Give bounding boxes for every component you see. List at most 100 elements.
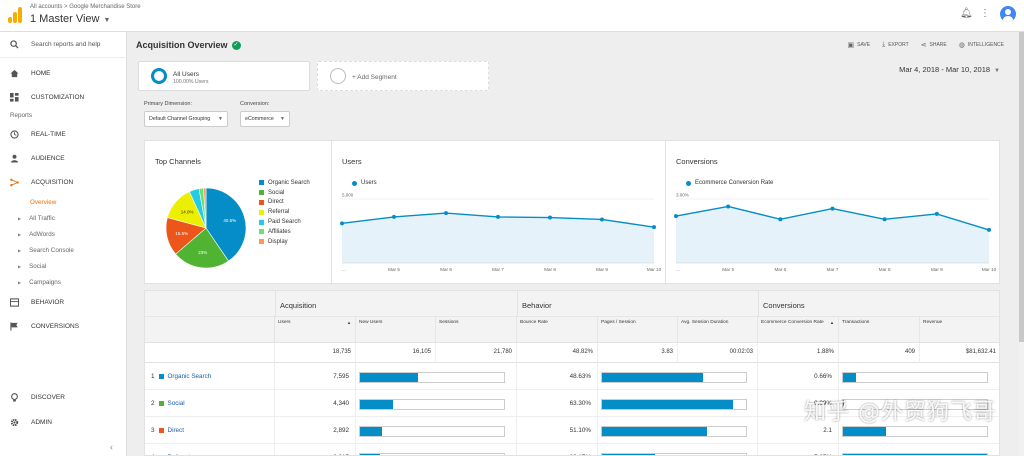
- sidebar-item-discover[interactable]: DISCOVER: [0, 386, 127, 408]
- legend-item-affiliates[interactable]: Affiliates: [259, 227, 310, 237]
- column-header-bounce-rate[interactable]: Bounce Rate: [517, 317, 598, 343]
- account-breadcrumb[interactable]: All accounts > Google Merchandise Store: [30, 4, 141, 10]
- save-button[interactable]: ▣ SAVE: [847, 41, 870, 49]
- conversion-value: eCommerce: [245, 116, 274, 122]
- legend-item-paid-search[interactable]: Paid Search: [259, 217, 310, 227]
- data-point[interactable]: [934, 211, 939, 216]
- date-range-text: Mar 4, 2018 - Mar 10, 2018: [899, 65, 991, 74]
- column-header-revenue[interactable]: Revenue: [920, 317, 999, 343]
- export-button[interactable]: ⤓ EXPORT: [882, 41, 909, 49]
- conversions-group-header: Conversions: [758, 291, 999, 317]
- caret-down-icon: ▼: [103, 17, 111, 24]
- clock-icon: [10, 129, 19, 139]
- top-channels-legend: Organic Search Social Direct Referral Paid S…: [259, 178, 310, 247]
- column-header-new-users[interactable]: New Users: [356, 317, 436, 343]
- pie-slice-display[interactable]: [203, 187, 207, 229]
- x-tick-label: Mar 8: [544, 267, 556, 272]
- date-range-picker[interactable]: Mar 4, 2018 - Mar 10, 2018 ▼: [899, 65, 1000, 74]
- conversion-rate-value: 0.66%: [814, 373, 832, 380]
- sidebar-item-behavior[interactable]: BEHAVIOR: [0, 291, 127, 313]
- sort-arrow-icon[interactable]: ▲: [830, 320, 834, 325]
- main-content: Acquisition Overview ✓ ▣ SAVE ⤓ EXPORT ⋖ SH…: [128, 32, 1024, 456]
- data-point[interactable]: [882, 217, 887, 222]
- data-point[interactable]: [830, 206, 835, 211]
- data-point[interactable]: [496, 214, 500, 219]
- data-point[interactable]: [726, 204, 731, 209]
- segment-all-users[interactable]: All Users 100.00% Users: [138, 61, 310, 91]
- account-avatar[interactable]: [1000, 6, 1016, 22]
- pie-slice-social[interactable]: [175, 227, 229, 269]
- sidebar-sub-adwords[interactable]: ▶ AdWords: [0, 226, 127, 242]
- sidebar-item-label: ADMIN: [31, 418, 52, 426]
- conversion-rate-cell: 7.25%: [758, 444, 839, 455]
- search-reports[interactable]: Search reports and help: [0, 32, 127, 58]
- sidebar-item-home[interactable]: HOME: [0, 62, 127, 84]
- behavior-group-header: Behavior: [517, 291, 758, 317]
- total-value: 3.83: [598, 343, 678, 363]
- data-point[interactable]: [778, 217, 783, 222]
- sidebar-item-acquisition[interactable]: ACQUISITION: [0, 171, 127, 193]
- add-segment-button[interactable]: + Add Segment: [317, 61, 489, 91]
- bar-track: [359, 372, 505, 383]
- legend-item-organic-search[interactable]: Organic Search: [259, 178, 310, 188]
- bar-fill: [602, 427, 708, 436]
- column-header-avg-session-duration[interactable]: Avg. Session Duration: [678, 317, 758, 343]
- sidebar-item-conversions[interactable]: CONVERSIONS: [0, 315, 127, 337]
- sort-arrow-icon[interactable]: ▲: [347, 320, 351, 325]
- legend-item-referral[interactable]: Referral: [259, 207, 310, 217]
- more-vert-icon[interactable]: ⋮: [980, 8, 990, 19]
- lightbulb-icon: [11, 392, 18, 402]
- bar-track: [601, 372, 747, 383]
- column-header-ecommerce-conversion-rate[interactable]: Ecommerce Conversion Rate ▲: [758, 317, 839, 343]
- primary-dimension-select[interactable]: Default Channel Grouping ▼: [144, 111, 228, 127]
- channel-link[interactable]: Organic Search: [167, 373, 212, 380]
- sidebar-sub-label: Campaigns: [29, 278, 61, 286]
- sidebar-item-admin[interactable]: ADMIN: [0, 411, 127, 433]
- data-point[interactable]: [652, 225, 656, 230]
- sidebar-item-audience[interactable]: AUDIENCE: [0, 147, 127, 169]
- data-point[interactable]: [987, 227, 991, 232]
- data-point[interactable]: [600, 217, 604, 222]
- legend-item-direct[interactable]: Direct: [259, 198, 310, 208]
- legend-item-display[interactable]: Display: [259, 237, 310, 247]
- share-button[interactable]: ⋖ SHARE: [921, 41, 947, 49]
- conversion-select[interactable]: eCommerce ▼: [240, 111, 290, 127]
- sidebar-sub-search-console[interactable]: ▶ Search Console: [0, 242, 127, 258]
- channel-link[interactable]: Direct: [167, 427, 184, 434]
- data-point[interactable]: [340, 221, 344, 226]
- sidebar-sub-all-traffic[interactable]: ▶ All Traffic: [0, 210, 127, 226]
- intelligence-button[interactable]: ◍ INTELLIGENCE: [959, 41, 1004, 49]
- sidebar-sub-campaigns[interactable]: ▶ Campaigns: [0, 274, 127, 290]
- top-channels-pie-chart[interactable]: 40.5% 23% 15.5% 14.0%: [151, 173, 261, 283]
- scrollbar-thumb[interactable]: [1019, 32, 1024, 342]
- data-point[interactable]: [392, 214, 396, 219]
- data-point[interactable]: [444, 211, 448, 216]
- expand-arrow-icon: ▶: [18, 215, 22, 221]
- data-point[interactable]: [674, 214, 678, 219]
- notifications-icon[interactable]: 🔔︎: [960, 8, 973, 19]
- channel-link[interactable]: Referral: [168, 454, 190, 455]
- channel-link[interactable]: Social: [167, 400, 185, 407]
- column-header-transactions[interactable]: Transactions: [839, 317, 920, 343]
- column-header-sessions[interactable]: Sessions: [436, 317, 517, 343]
- pie-slice-organic-search[interactable]: [205, 187, 247, 262]
- sidebar-sub-overview[interactable]: Overview: [0, 194, 127, 210]
- legend-item-social[interactable]: Social: [259, 188, 310, 198]
- sidebar-sub-social[interactable]: ▶ Social: [0, 258, 127, 274]
- column-header-users[interactable]: Users ▲: [275, 317, 356, 343]
- collapse-sidebar-icon[interactable]: ‹: [110, 442, 113, 452]
- totals-label-cell: [145, 343, 275, 363]
- analytics-logo-icon[interactable]: [8, 7, 22, 23]
- data-point[interactable]: [548, 215, 552, 220]
- view-selector[interactable]: 1 Master View ▼: [30, 13, 110, 25]
- transactions-bar-cell: [839, 444, 999, 455]
- expand-arrow-icon: ▶: [18, 279, 22, 285]
- page-scrollbar[interactable]: [1019, 32, 1024, 456]
- column-header-pages-session[interactable]: Pages / Session: [598, 317, 678, 343]
- sidebar-item-customization[interactable]: CUSTOMIZATION: [0, 86, 127, 108]
- legend-label: Paid Search: [268, 219, 301, 226]
- sidebar-item-realtime[interactable]: REAL-TIME: [0, 123, 127, 145]
